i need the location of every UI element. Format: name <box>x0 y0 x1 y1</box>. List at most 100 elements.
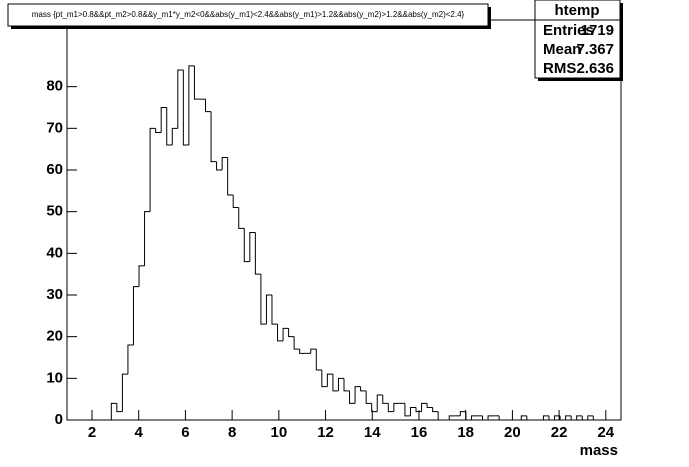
histogram-bin <box>254 232 261 275</box>
histogram-bin <box>415 407 422 413</box>
plot-frame <box>66 19 622 421</box>
histogram-bin <box>127 344 134 375</box>
histogram-bin <box>376 394 383 412</box>
histogram-bin <box>310 348 317 354</box>
histogram-bin <box>520 415 527 420</box>
histogram-bin <box>587 415 594 420</box>
histogram-bin <box>188 65 195 145</box>
x-tick-label: 14 <box>364 424 381 441</box>
x-tick-label: 16 <box>411 424 428 441</box>
histogram-bin <box>132 286 140 345</box>
histogram-bin <box>177 69 184 129</box>
histogram-bin <box>393 402 400 412</box>
histogram-bin <box>315 349 322 371</box>
histogram-bin <box>465 411 472 421</box>
x-tick-label: 10 <box>270 424 287 441</box>
title-box <box>7 3 489 27</box>
histogram-bin <box>382 395 389 404</box>
histogram-bin <box>581 415 588 421</box>
histogram-bin <box>277 324 284 342</box>
histogram-bin <box>227 157 234 196</box>
histogram-bin <box>288 328 295 338</box>
histogram-bin <box>448 415 455 420</box>
histogram-bin <box>565 415 572 420</box>
y-tick-label: 30 <box>46 286 63 303</box>
stats-label: Entries <box>543 22 594 39</box>
stats-label: Mean <box>543 41 581 58</box>
y-tick-label: 0 <box>55 411 63 428</box>
histogram-bin <box>432 407 439 413</box>
histogram-bin <box>232 195 239 208</box>
histogram-bin <box>221 157 228 170</box>
y-tick-label: 10 <box>46 369 63 386</box>
stats-value: 7.367 <box>576 41 614 58</box>
stats-title: htemp <box>555 2 600 19</box>
stats-value: 2.636 <box>576 60 614 77</box>
stats-label: RMS <box>543 60 576 77</box>
x-tick-label: 12 <box>317 424 334 441</box>
histogram-bin <box>487 415 494 420</box>
histogram-bin <box>166 107 173 146</box>
x-tick-label: 2 <box>88 424 96 441</box>
x-tick-label: 22 <box>551 424 568 441</box>
histogram-bin <box>238 207 245 229</box>
histogram-bin <box>409 407 417 416</box>
histogram-bin <box>576 415 583 420</box>
histogram-bin <box>459 411 466 416</box>
stats-value: 1719 <box>581 22 614 39</box>
histogram-bin <box>387 403 394 413</box>
histogram-bin <box>271 295 278 325</box>
histogram-bin <box>365 390 372 404</box>
x-tick-label: 18 <box>457 424 474 441</box>
histogram-bin <box>243 228 250 263</box>
histogram-bin <box>371 403 378 413</box>
histogram-bin <box>542 415 549 420</box>
stats-box <box>534 0 621 79</box>
histogram-bin <box>155 128 162 133</box>
x-tick-label: 8 <box>228 424 236 441</box>
histogram-bin <box>265 294 272 325</box>
histogram-bin <box>216 161 223 171</box>
x-axis-label: mass <box>580 442 618 459</box>
histogram-bin <box>110 402 117 420</box>
histogram-bin <box>548 415 555 421</box>
histogram-bin <box>121 373 128 412</box>
y-tick-label: 80 <box>46 78 63 95</box>
histogram-bin <box>343 378 350 392</box>
x-tick-label: 20 <box>504 424 521 441</box>
chart-title: mass {pt_m1>0.8&&pt_m2>0.8&&y_m1*y_m2<0&… <box>32 10 465 19</box>
histogram-bin <box>282 327 289 341</box>
histogram-bin <box>349 390 356 404</box>
histogram-bin <box>570 415 577 421</box>
y-tick-label: 20 <box>46 328 63 345</box>
y-tick-label: 70 <box>46 119 63 136</box>
histogram-bin <box>470 415 477 420</box>
histogram-bin <box>592 415 599 421</box>
histogram-bin <box>160 107 167 133</box>
histogram-bin <box>299 349 306 354</box>
histogram-bin <box>144 211 151 266</box>
histogram-bin <box>249 232 256 262</box>
y-tick-label: 40 <box>46 244 63 261</box>
histogram-bin <box>210 111 217 163</box>
histogram-bin <box>116 403 123 413</box>
histogram-bin <box>193 65 200 100</box>
histogram-bin <box>149 127 156 212</box>
histogram-bin <box>426 403 433 408</box>
histogram-bin <box>205 99 212 113</box>
x-tick-label: 4 <box>135 424 144 441</box>
y-tick-label: 50 <box>46 203 63 220</box>
histogram-bin <box>354 386 361 404</box>
histogram-bin <box>559 415 566 421</box>
histogram-bin <box>138 265 145 287</box>
y-tick-label: 60 <box>46 161 63 178</box>
histogram-bin <box>182 70 189 146</box>
histogram-bin <box>332 374 339 392</box>
histogram-bin <box>421 402 428 412</box>
histogram-bin <box>321 370 328 388</box>
x-tick-label: 6 <box>181 424 189 441</box>
histogram-bin <box>360 386 367 392</box>
histogram-bin <box>326 373 333 387</box>
histogram-bin <box>554 415 561 420</box>
